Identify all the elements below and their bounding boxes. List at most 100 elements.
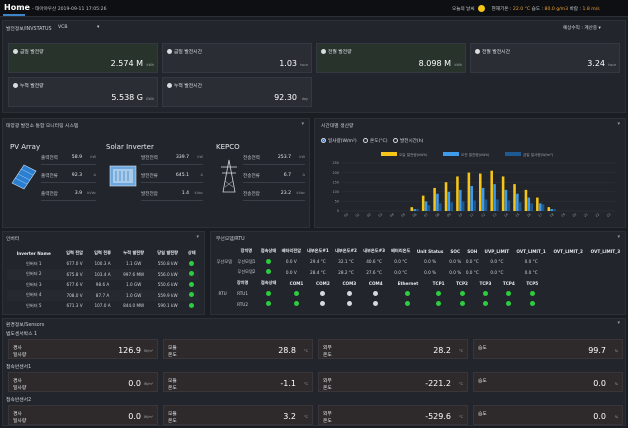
table-cell: 28.2 °C: [338, 269, 354, 275]
chart-bar: [479, 173, 482, 211]
measurement-value: 58.9: [71, 155, 82, 160]
kpi-label: 전월 발전량: [321, 48, 352, 55]
table-cell: 103.4 A: [88, 269, 117, 280]
temp-value: 22.0 °C: [512, 7, 531, 12]
table-row[interactable]: 인버터 5 671.3 V 107.0 A 844.0 MW 590.1 kW: [7, 301, 199, 312]
table-row[interactable]: 인버터 2 675.8 V 103.4 A 997.6 MW 556.0 kW: [7, 269, 199, 280]
measurement-label: 전송전압: [243, 192, 260, 197]
sensor-card: 습도 0.0%: [473, 405, 623, 425]
table-header: 입력 전압: [66, 250, 83, 256]
table-header: 장치명: [236, 280, 249, 286]
kpi-value: 92.30: [274, 93, 297, 102]
measurement-row: 출력전압 3.9 kVdc: [41, 191, 96, 201]
table-cell: 559.9 kW: [150, 290, 185, 301]
chevron-down-icon[interactable]: ▾: [617, 121, 620, 127]
measurement-value: 645.1: [175, 173, 189, 178]
table-row[interactable]: RTU2: [214, 299, 544, 310]
measurement-unit: kW: [197, 155, 203, 159]
status-cell: [185, 259, 199, 270]
radio-temperature[interactable]: 온도(°C): [363, 138, 388, 144]
table-row[interactable]: 무선모뎀2 0.0 V 28.4 °C 28.2 °C 27.6 °C 0.0 °C 0.0…: [214, 267, 624, 278]
chevron-down-icon[interactable]: ▾: [617, 234, 620, 240]
table-row[interactable]: 무선모뎀 무선모뎀1 0.0 V 29.4 °C 32.1 °C 40.6 °C 0.0 °…: [214, 257, 624, 268]
table-row[interactable]: 인버터 3 677.6 V 98.6 A 1.0 GW 550.6 kW: [7, 280, 199, 291]
home-title[interactable]: Home: [4, 3, 30, 12]
table-cell: 인버터 3: [25, 281, 42, 287]
radio-irradiance[interactable]: 일사량(W/m²): [321, 138, 357, 144]
sensor-unit: %: [614, 382, 618, 386]
table-row[interactable]: RTU RTU1: [214, 289, 544, 300]
kpi-label: 누적 발전량: [13, 82, 44, 89]
y-tick-label: 150: [333, 180, 339, 184]
kepco-title: KEPCO: [216, 143, 240, 151]
sensor-unit: °C: [303, 415, 308, 419]
chart-bar: [493, 184, 496, 211]
chart-bar: [433, 187, 436, 211]
chart-bar: [536, 197, 539, 211]
chevron-down-icon[interactable]: ▾: [301, 121, 304, 127]
hourly-production-chart: 오늘 발전량(kWh) 오전 발전량(kWh) 금일 일사량(W/m²)050100…: [333, 152, 615, 218]
page-subtitle: - 태아야우산 2019-09-11 17:05:26: [32, 7, 107, 12]
sensor-label: 모듈: [168, 346, 177, 351]
table-header: COM3: [342, 280, 357, 286]
x-tick-label: 21: [583, 212, 589, 218]
table-cell: 675.8 V: [60, 269, 89, 280]
x-tick-label: 07: [423, 212, 429, 218]
measurement-value: 23.2: [280, 191, 291, 196]
status-off-icon: [346, 290, 352, 296]
y-tick-label: 200: [333, 171, 339, 175]
sensor-label: 경사: [13, 412, 22, 417]
chart-bar: [518, 202, 522, 211]
table-cell: 0.0 °C: [490, 259, 504, 265]
table-cell: 708.0 V: [60, 290, 89, 301]
vcb-select[interactable]: VCB ▾: [58, 25, 100, 30]
status-cell: [185, 280, 199, 291]
x-tick-label: 22: [594, 212, 600, 218]
table-header: COM2: [316, 280, 330, 286]
radio-generation-hours[interactable]: 발전시간(h): [393, 138, 423, 144]
modem-table: 장치명 접속상태 배터리전압 내부온도#1 내부온도#2 내부온도#3 배터리온도 Unit …: [214, 246, 624, 278]
clock-icon: [167, 49, 172, 54]
revenue-select[interactable]: 예상수익 : 계산중 ▾: [563, 26, 601, 31]
chevron-down-icon[interactable]: ▾: [196, 234, 199, 240]
sensor-unit: %: [614, 415, 618, 419]
table-cell: 32.1 °C: [338, 259, 354, 265]
chart-bar: [427, 205, 431, 211]
table-row[interactable]: 인버터 4 708.0 V 87.7 A 1.0 GW 559.9 kW: [7, 290, 199, 301]
sensor-unit: W/m²: [143, 415, 153, 419]
status-cell: [254, 299, 283, 310]
sensor-unit: %: [614, 349, 618, 353]
status-ok-icon: [266, 301, 272, 307]
y-tick-label: 50: [335, 200, 339, 204]
inverter-table: Inverter Name 입력 전압 입력 전류 누적 발전량 당일 발전량 상태 인버…: [7, 248, 199, 311]
table-cell: 0.0 °C: [490, 269, 504, 275]
x-tick-label: 19: [560, 212, 566, 218]
chart-bar: [513, 184, 516, 211]
measurement-divider: [41, 164, 96, 165]
status-cell: [450, 289, 473, 300]
measurement-unit: kW: [90, 155, 96, 159]
chart-bar: [470, 186, 473, 211]
measurement-label: 출력전류: [41, 174, 58, 179]
chart-bar: [507, 200, 511, 211]
chevron-down-icon[interactable]: ▾: [617, 320, 620, 326]
status-cell: [427, 299, 450, 310]
table-row[interactable]: 인버터 1 677.0 V 100.3 A 1.1 GW 550.8 kW: [7, 259, 199, 270]
y-tick-label: 100: [333, 190, 339, 194]
home-underline: [3, 14, 25, 16]
chart-bar: [413, 209, 416, 211]
status-cell: [389, 299, 427, 310]
measurement-row: 전송전압 23.2 kVac: [243, 191, 305, 201]
x-tick-label: 09: [446, 212, 452, 218]
sensor-card: 경사 일사량 126.9 W/m²: [8, 339, 158, 359]
x-tick-label: 05: [400, 212, 406, 218]
table-header: 당일 발전량: [157, 250, 179, 256]
kpi-unit: kWh: [146, 63, 154, 67]
table-cell: 100.3 A: [94, 261, 111, 267]
sensor-value: 0.0: [593, 379, 606, 388]
sensor-label: 모듈: [168, 412, 177, 417]
status-off-icon: [346, 301, 352, 307]
temp-label: 현재기온 :: [491, 7, 512, 12]
status-cell: [283, 289, 309, 300]
status-cell: [389, 289, 427, 300]
